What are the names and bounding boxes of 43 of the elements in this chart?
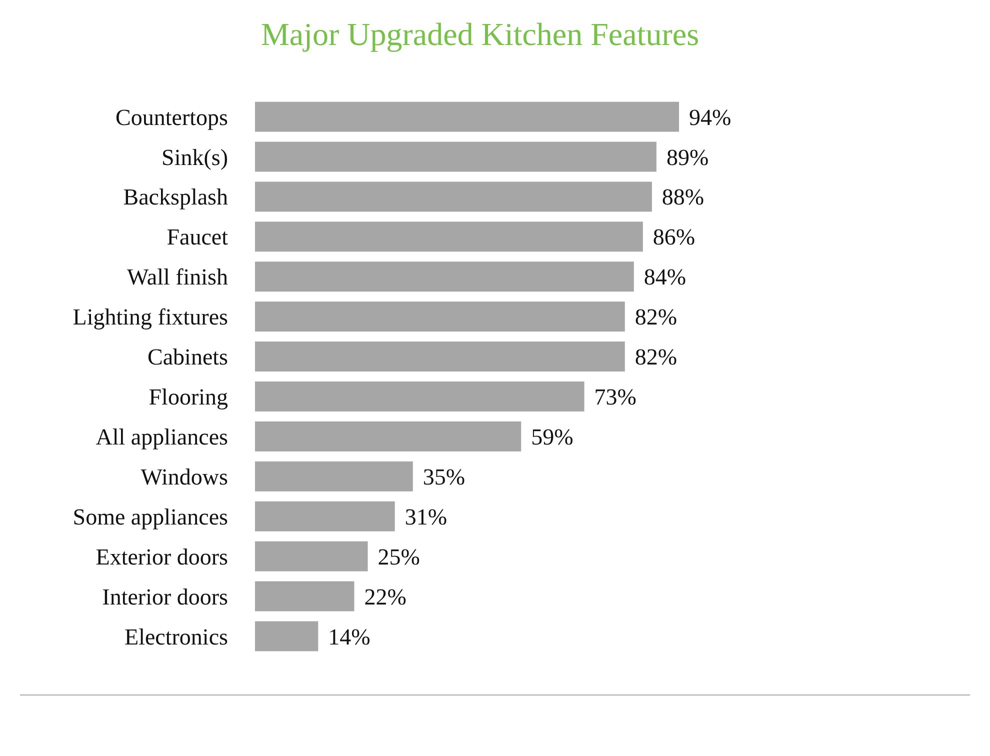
y-tick-label: Interior doors [102, 584, 228, 610]
data-label: 89% [666, 144, 709, 170]
data-label: 86% [652, 224, 696, 250]
y-tick-label: Flooring [148, 384, 228, 410]
bar [255, 302, 625, 332]
y-tick-label: Backsplash [123, 184, 228, 210]
y-tick-label: Cabinets [148, 344, 228, 370]
y-tick-label: Exterior doors [96, 544, 228, 570]
data-label: 35% [422, 464, 466, 490]
data-label: 22% [364, 584, 406, 610]
bar [255, 581, 354, 612]
data-label: 82% [634, 344, 678, 370]
bar [255, 342, 625, 372]
bar [255, 421, 522, 452]
y-tick-label: Countertops [116, 104, 228, 130]
data-label: 59% [531, 424, 574, 450]
y-tick-label: Some appliances [72, 504, 228, 530]
data-label: 84% [644, 264, 686, 290]
bar [255, 461, 413, 492]
data-label: 88% [662, 184, 704, 210]
y-tick-label: Windows [140, 464, 228, 490]
data-label: 82% [634, 304, 678, 330]
y-tick-label: Wall finish [127, 264, 228, 290]
y-tick-label: Faucet [166, 224, 229, 250]
bar [255, 541, 368, 572]
data-label: 73% [594, 384, 636, 410]
bar [255, 262, 634, 292]
y-tick-label: Lighting fixtures [72, 304, 228, 330]
data-label: 31% [404, 504, 447, 530]
bar [255, 142, 656, 172]
bar [255, 222, 643, 252]
y-tick-label: Electronics [124, 624, 228, 650]
data-label: 25% [378, 544, 420, 570]
bar [255, 381, 584, 412]
data-label: 94% [689, 104, 732, 130]
y-tick-label: Sink(s) [162, 144, 228, 170]
bar [255, 102, 679, 132]
y-tick-label: All appliances [96, 424, 228, 450]
bar [255, 501, 395, 532]
chart-title: Major Upgraded Kitchen Features [260, 16, 700, 52]
data-label: 14% [328, 624, 370, 650]
bar [255, 182, 652, 212]
bar [255, 621, 318, 652]
